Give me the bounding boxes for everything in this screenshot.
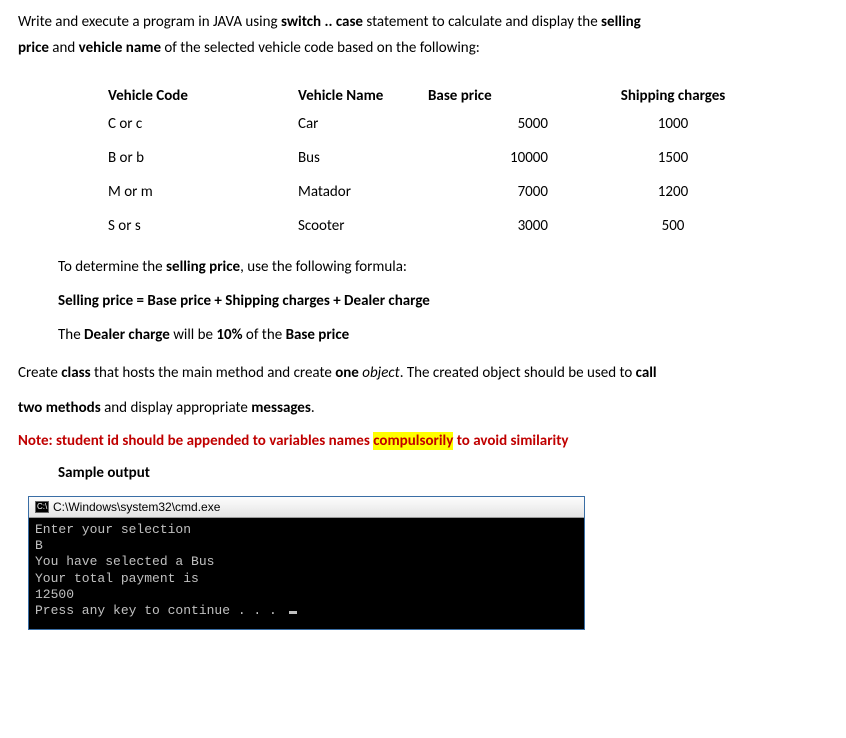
- sample-output-heading: Sample output: [58, 464, 828, 482]
- cell-code: C or c: [108, 107, 298, 141]
- col-header-ship: Shipping charges: [598, 79, 748, 107]
- table-row: B or b Bus 10000 1500: [108, 141, 748, 175]
- text: Create: [18, 364, 61, 382]
- cmd-line: B: [35, 538, 43, 553]
- table-header-row: Vehicle Code Vehicle Name Base price Shi…: [108, 79, 748, 107]
- cmd-line: Enter your selection: [35, 522, 191, 537]
- cell-name: Matador: [298, 175, 428, 209]
- vehicle-table: Vehicle Code Vehicle Name Base price Shi…: [108, 79, 748, 243]
- kw-object: object: [359, 364, 400, 382]
- kw-price: price: [18, 39, 49, 57]
- kw-selling-price: selling price: [166, 258, 240, 276]
- cmd-titlebar: C:\ C:\Windows\system32\cmd.exe: [29, 497, 584, 518]
- cell-name: Bus: [298, 141, 428, 175]
- cmd-line: 12500: [35, 587, 74, 602]
- kw-dealer-charge: Dealer charge: [84, 326, 170, 344]
- text: To determine the: [58, 258, 166, 276]
- text: of the selected vehicle code based on th…: [161, 39, 480, 57]
- kw-selling: selling: [601, 13, 641, 31]
- cell-base: 10000: [428, 141, 598, 175]
- cmd-line: You have selected a Bus: [35, 554, 214, 569]
- text: . The created object should be used to: [400, 364, 636, 382]
- cell-name: Scooter: [298, 209, 428, 243]
- para-class-1: Create class that hosts the main method …: [18, 363, 828, 383]
- para-formula: Selling price = Base price + Shipping ch…: [58, 291, 828, 311]
- text: that hosts the main method and create: [91, 364, 336, 382]
- cell-ship: 1500: [598, 141, 748, 175]
- cell-ship: 1200: [598, 175, 748, 209]
- formula-text: Selling price = Base price + Shipping ch…: [58, 292, 430, 310]
- para-class-2: two methods and display appropriate mess…: [18, 398, 828, 418]
- text: The: [58, 326, 84, 344]
- cmd-icon: C:\: [35, 501, 49, 513]
- text: will be: [170, 326, 217, 344]
- note-line: Note: student id should be appended to v…: [18, 432, 828, 450]
- cmd-body: Enter your selection B You have selected…: [29, 518, 584, 630]
- kw-vehicle-name: vehicle name: [79, 39, 161, 57]
- col-header-name: Vehicle Name: [298, 79, 428, 107]
- note-highlight: compulsorily: [373, 432, 453, 450]
- para-dealer-charge: The Dealer charge will be 10% of the Bas…: [58, 325, 828, 345]
- table-row: S or s Scooter 3000 500: [108, 209, 748, 243]
- kw-two-methods: two methods: [18, 399, 101, 417]
- text: Write and execute a program in JAVA usin…: [18, 13, 281, 31]
- cmd-title-text: C:\Windows\system32\cmd.exe: [53, 500, 220, 514]
- text: of the: [243, 326, 286, 344]
- note-text-c: to avoid similarity: [453, 432, 568, 450]
- table-row: M or m Matador 7000 1200: [108, 175, 748, 209]
- text: and display appropriate: [101, 399, 252, 417]
- kw-one: one: [335, 364, 359, 382]
- intro-line-1: Write and execute a program in JAVA usin…: [18, 12, 828, 32]
- intro-line-2: price and vehicle name of the selected v…: [18, 38, 828, 58]
- kw-base-price: Base price: [286, 326, 350, 344]
- text: , use the following formula:: [240, 258, 407, 276]
- cmd-cursor: [289, 611, 297, 614]
- kw-switch-case: switch .. case: [281, 13, 363, 31]
- cell-base: 5000: [428, 107, 598, 141]
- col-header-base: Base price: [428, 79, 598, 107]
- cell-base: 3000: [428, 209, 598, 243]
- note-text-a: Note: student id should be appended to v…: [18, 432, 373, 450]
- cell-name: Car: [298, 107, 428, 141]
- kw-percent: 10%: [216, 326, 242, 344]
- table-row: C or c Car 5000 1000: [108, 107, 748, 141]
- text: statement to calculate and display the: [363, 13, 601, 31]
- kw-call: call: [636, 364, 657, 382]
- cell-ship: 1000: [598, 107, 748, 141]
- para-formula-intro: To determine the selling price, use the …: [58, 257, 828, 277]
- cmd-line: Your total payment is: [35, 571, 199, 586]
- cell-ship: 500: [598, 209, 748, 243]
- cell-code: B or b: [108, 141, 298, 175]
- cell-code: S or s: [108, 209, 298, 243]
- cell-code: M or m: [108, 175, 298, 209]
- col-header-code: Vehicle Code: [108, 79, 298, 107]
- cmd-window: C:\ C:\Windows\system32\cmd.exe Enter yo…: [28, 496, 585, 631]
- kw-class: class: [61, 364, 90, 382]
- cmd-line: Press any key to continue . . .: [35, 603, 285, 618]
- text: .: [311, 399, 315, 417]
- cell-base: 7000: [428, 175, 598, 209]
- kw-messages: messages: [251, 399, 311, 417]
- text: and: [49, 39, 79, 57]
